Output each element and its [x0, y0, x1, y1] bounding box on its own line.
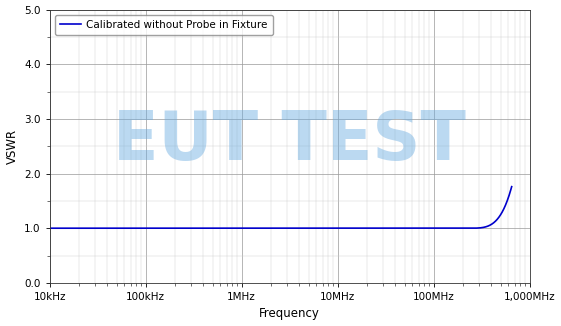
X-axis label: Frequency: Frequency — [259, 307, 320, 320]
Calibrated without Probe in Fixture — [472, 226, 479, 230]
Calibrated without Probe in Fixture — [498, 212, 504, 215]
Calibrated without Probe in Fixture — [508, 185, 515, 189]
Legend: Calibrated without Probe in Fixture: Calibrated without Probe in Fixture — [55, 15, 273, 35]
Calibrated without Probe in Fixture — [277, 226, 284, 230]
Y-axis label: VSWR: VSWR — [6, 129, 19, 164]
Calibrated without Probe in Fixture — [225, 226, 232, 230]
Line: Calibrated without Probe in Fixture: Calibrated without Probe in Fixture — [49, 187, 512, 228]
Calibrated without Probe in Fixture — [46, 226, 53, 230]
Text: EUT TEST: EUT TEST — [113, 108, 466, 174]
Calibrated without Probe in Fixture — [252, 226, 259, 230]
Calibrated without Probe in Fixture — [485, 224, 491, 228]
